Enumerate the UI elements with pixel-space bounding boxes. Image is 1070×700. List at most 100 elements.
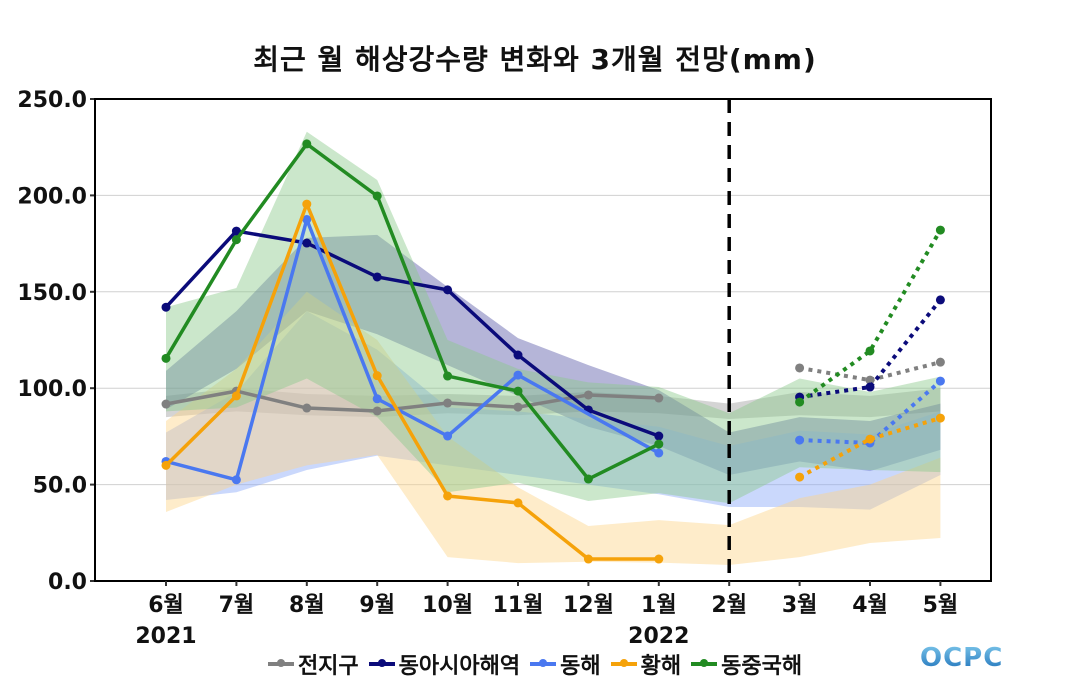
data-point-전지구 — [161, 399, 171, 409]
data-point-동해 — [513, 370, 523, 380]
data-point-황해 — [443, 491, 453, 501]
data-point-동아시아해역 — [372, 272, 382, 282]
data-point-동중국해 — [865, 346, 875, 356]
data-point-동중국해 — [513, 386, 523, 396]
y-tick-label: 0.0 — [48, 570, 87, 595]
legend-swatch-icon — [368, 659, 395, 667]
data-point-동아시아해역 — [935, 295, 945, 305]
data-point-전지구 — [795, 363, 805, 373]
legend-label: 전지구 — [297, 654, 359, 679]
legend-swatch-icon — [267, 659, 294, 667]
data-point-동해 — [231, 475, 241, 485]
data-point-동중국해 — [583, 474, 593, 484]
x-tick-label: 6월 — [148, 593, 184, 618]
axis-layer: 0.0 50.0 100.0 150.0 200.0 250.0 6월 7월 8월 9월 10월 11… — [17, 88, 992, 649]
data-point-전지구 — [935, 357, 945, 367]
legend-swatch-icon — [691, 659, 718, 667]
forecast-line-전지구 — [799, 360, 941, 383]
x-tick-label: 7월 — [219, 593, 255, 618]
data-point-동아시아해역 — [513, 350, 523, 360]
x-tick-label: 3월 — [782, 593, 818, 618]
legend-item: 동중국해 — [691, 648, 802, 680]
data-point-동해 — [372, 394, 382, 404]
data-point-동아시아해역 — [161, 302, 171, 312]
x-tick-label: 8월 — [289, 593, 325, 618]
y-tick-label: 200.0 — [17, 184, 87, 209]
year-label: 2021 — [135, 624, 196, 649]
x-tick-label: 2월 — [711, 593, 747, 618]
legend-swatch-icon — [610, 659, 637, 667]
data-point-동아시아해역 — [231, 226, 241, 236]
legend-item: 동아시아해역 — [368, 648, 521, 680]
x-tick-label: 12월 — [563, 593, 614, 618]
data-point-황해 — [161, 460, 171, 470]
y-tick-label: 250.0 — [17, 88, 87, 113]
forecast-line-황해 — [798, 416, 941, 479]
data-point-동아시아해역 — [865, 382, 875, 392]
data-point-동아시아해역 — [443, 285, 453, 295]
data-point-황해 — [795, 472, 805, 482]
x-tick-label: 5월 — [923, 593, 959, 618]
data-point-동해 — [935, 376, 945, 386]
data-point-황해 — [302, 199, 312, 209]
data-point-전지구 — [513, 402, 523, 412]
data-point-황해 — [654, 554, 664, 564]
x-tick-label: 4월 — [852, 593, 888, 618]
data-point-동중국해 — [935, 225, 945, 235]
legend-label: 황해 — [640, 654, 682, 679]
band-동아시아해역 — [166, 234, 941, 475]
year-label: 2022 — [628, 624, 689, 649]
x-tick-label: 10월 — [422, 593, 473, 618]
legend: 전지구 동아시아해역 동해 황해 동중국해 — [0, 648, 1070, 680]
x-tick-label: 11월 — [493, 593, 544, 618]
data-point-동해 — [443, 431, 453, 441]
band-황해 — [166, 291, 941, 565]
x-tick-label: 9월 — [359, 593, 395, 618]
x-tick-label: 1월 — [641, 593, 677, 618]
legend-item: 전지구 — [267, 648, 359, 680]
data-point-전지구 — [302, 403, 312, 413]
y-tick-label: 100.0 — [17, 377, 87, 402]
data-point-황해 — [231, 391, 241, 401]
data-point-동중국해 — [231, 235, 241, 245]
y-tick-label: 50.0 — [33, 474, 87, 499]
observed-line-전지구 — [165, 389, 659, 413]
data-point-황해 — [865, 434, 875, 444]
legend-item: 황해 — [610, 648, 682, 680]
band-동중국해 — [166, 131, 941, 504]
legend-item: 동해 — [530, 648, 601, 680]
data-point-동중국해 — [654, 439, 664, 449]
observed-line-황해 — [164, 202, 659, 561]
data-point-동해 — [795, 435, 805, 445]
data-point-동해 — [654, 448, 664, 458]
data-point-동아시아해역 — [654, 431, 664, 441]
data-point-동중국해 — [443, 371, 453, 381]
legend-label: 동해 — [560, 654, 601, 679]
data-point-동중국해 — [161, 353, 171, 363]
data-point-동중국해 — [795, 397, 805, 407]
data-point-황해 — [583, 554, 593, 564]
legend-label: 동아시아해역 — [398, 654, 521, 679]
line-layer — [161, 139, 945, 564]
forecast-line-동중국해 — [798, 229, 943, 404]
data-point-전지구 — [865, 375, 875, 385]
data-point-동해 — [302, 215, 312, 224]
data-point-전지구 — [654, 393, 664, 403]
data-point-동중국해 — [302, 139, 312, 149]
plot-frame — [94, 98, 992, 582]
data-point-동아시아해역 — [302, 238, 312, 248]
data-point-황해 — [513, 498, 523, 508]
legend-label: 동중국해 — [721, 654, 803, 679]
data-point-전지구 — [372, 406, 382, 416]
band-동해 — [166, 311, 941, 510]
data-point-전지구 — [583, 390, 593, 400]
legend-swatch-icon — [530, 659, 557, 667]
data-point-전지구 — [443, 398, 453, 408]
band-layer — [166, 131, 941, 565]
forecast-line-동아시아해역 — [799, 298, 942, 400]
data-point-동중국해 — [372, 191, 382, 201]
observed-line-동중국해 — [164, 142, 660, 481]
chart-title: 최근 월 해상강수량 변화와 3개월 전망(mm) — [253, 43, 817, 76]
data-point-황해 — [935, 413, 945, 423]
